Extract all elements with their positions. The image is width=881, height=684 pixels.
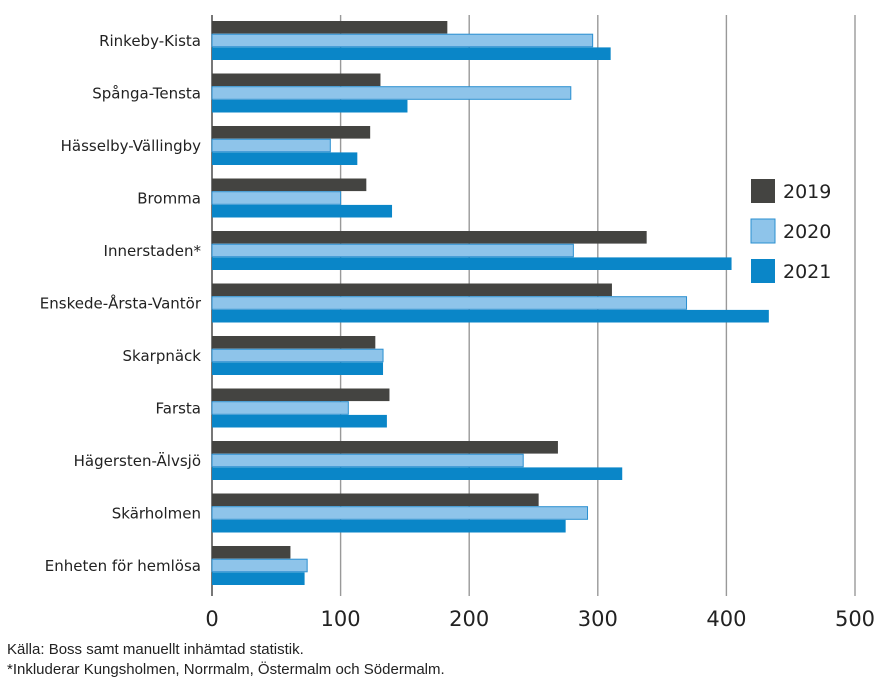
x-tick-label: 0 [205,607,218,631]
footnote: *Inkluderar Kungsholmen, Norrmalm, Öster… [7,661,445,678]
bar-2020-2 [211,138,331,153]
legend-label-2020: 2020 [783,221,831,243]
category-label: Skarpnäck [123,347,202,365]
source-note: Källa: Boss samt manuellt inhämtad stati… [7,641,304,658]
category-label: Bromma [137,189,201,207]
category-label: Rinkeby-Kista [99,32,201,50]
bar-2020-4 [211,243,574,258]
bar-2019-2 [212,126,371,139]
bar-2020-8 [211,453,524,468]
bars [211,21,769,585]
bar-2019-0 [212,21,448,34]
bar-2021-2 [212,152,358,165]
category-label: Enheten för hemlösa [45,557,201,575]
x-tick-label: 100 [321,607,361,631]
category-label: Farsta [156,399,202,417]
bar-2021-3 [212,204,393,218]
bar-2019-10 [212,546,291,559]
bar-2019-8 [212,441,558,454]
legend-swatch-2019 [751,179,775,203]
bar-2020-1 [211,86,572,100]
bar-2021-9 [212,519,566,533]
bar-2020-6 [211,348,384,363]
category-labels: Rinkeby-Kista Spånga-Tensta Hässelby-Välli… [40,32,202,575]
bar-2019-7 [212,388,390,402]
category-label: Enskede-Årsta-Vantör [40,293,202,312]
bar-chart: Rinkeby-Kista Spånga-Tensta Hässelby-Välli… [40,15,875,631]
bar-2021-8 [212,467,623,480]
legend-label-2021: 2021 [783,261,831,283]
bar-2020-9 [211,506,589,520]
bar-2019-1 [212,73,381,87]
bar-2020-10 [211,558,308,573]
category-label: Skärholmen [112,504,201,522]
bar-2020-5 [211,296,688,310]
category-label: Spånga-Tensta [92,84,201,102]
category-label: Hägersten-Älvsjö [74,451,201,470]
bar-2021-4 [212,257,732,270]
bar-2021-7 [212,414,387,428]
bar-2019-9 [212,493,539,507]
bar-2021-1 [212,99,408,113]
x-tick-label: 400 [706,607,746,631]
x-tick-label: 300 [578,607,618,631]
x-tick-label: 500 [835,607,875,631]
category-label: Hässelby-Vällingby [61,137,202,155]
bar-2019-4 [212,231,647,244]
bar-2021-10 [212,572,305,585]
bar-2021-5 [212,309,769,323]
legend: 2019 2020 2021 [750,179,831,283]
chart-notes: Källa: Boss samt manuellt inhämtad stati… [7,640,445,680]
legend-swatch-2021 [751,259,775,283]
bar-2021-6 [212,362,384,375]
bar-2019-5 [212,283,612,297]
x-tick-labels: 0 100 200 300 400 500 [205,607,875,631]
bar-2020-0 [211,33,594,48]
bar-2020-7 [211,401,349,415]
x-tick-label: 200 [449,607,489,631]
bar-2019-6 [212,336,376,349]
legend-label-2019: 2019 [783,181,831,203]
bar-2019-3 [212,178,367,192]
category-label: Innerstaden* [104,242,202,260]
bar-2021-0 [212,47,611,60]
legend-swatch-2020 [750,218,776,244]
bar-2020-3 [211,191,342,205]
